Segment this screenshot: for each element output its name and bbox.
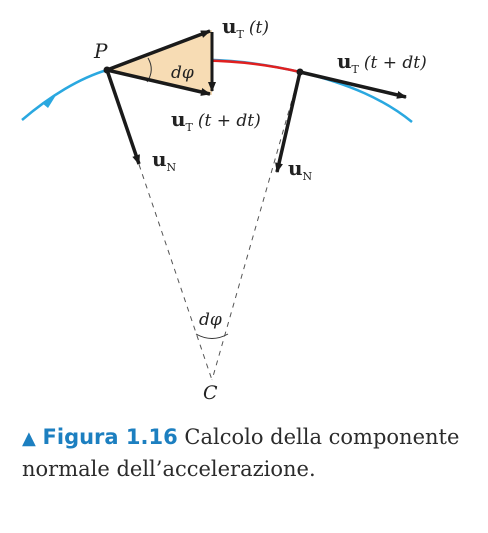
label-angle-p: dφ: [171, 63, 194, 83]
vector-ut-tdt: [299, 70, 407, 99]
vector-ut-tdt-at-p: [106, 68, 211, 96]
caption-text: Calcolo della componente normale dell’ac…: [22, 425, 460, 481]
label-ut-tdt-right: uT (t + dt): [337, 49, 427, 76]
caption-figure-label: Figura 1.16: [42, 425, 178, 449]
figure-caption: ▲ Figura 1.16 Calcolo della componente n…: [22, 422, 462, 484]
label-center-c: C: [203, 382, 218, 404]
point-q: [296, 68, 304, 76]
label-ut-t: uT (t): [222, 14, 269, 41]
caption-marker-icon: ▲: [22, 428, 36, 449]
vector-triangle: [107, 30, 212, 95]
trajectory-direction-arrow: [42, 92, 58, 108]
label-point-p: P: [93, 39, 108, 63]
point-p: [103, 66, 111, 74]
radius-line-q: [211, 71, 301, 381]
vector-un-q: [275, 71, 302, 173]
label-un-p: uN: [152, 147, 177, 174]
angle-arc-center: [195, 333, 229, 339]
label-angle-c: dφ: [199, 310, 222, 330]
label-un-q: uN: [288, 156, 313, 183]
vector-ut-t: [106, 29, 211, 72]
label-ut-tdt-mid: uT (t + dt): [171, 107, 261, 134]
vector-un-p: [105, 69, 141, 165]
